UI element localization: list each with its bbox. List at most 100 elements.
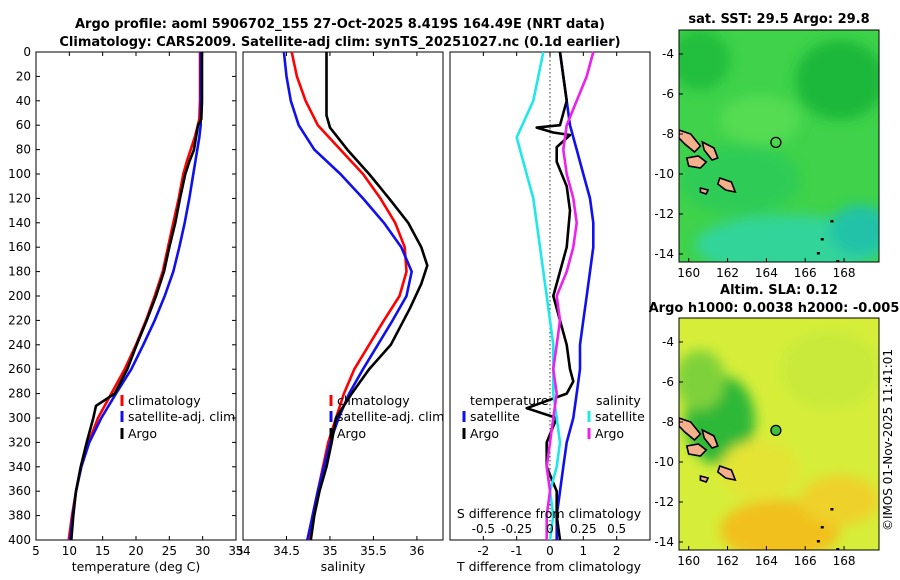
island — [679, 129, 702, 154]
x-tick-label: 35 — [228, 544, 243, 558]
island — [716, 176, 737, 194]
latitude-tick-label: -14 — [654, 535, 674, 549]
credit-timestamp: ©IMOS 01-Nov-2025 11:41:01 — [881, 349, 895, 531]
legend-label-t-satellite: satellite — [470, 409, 520, 424]
longitude-tick-label: 160 — [677, 266, 700, 280]
difference-lines — [515, 51, 595, 541]
depth-tick-label: 240 — [8, 338, 31, 352]
series-line-t-argo — [525, 51, 575, 541]
x-tick-label: 15 — [95, 544, 110, 558]
longitude-tick-label: 168 — [833, 266, 856, 280]
depth-tick-label: 20 — [16, 69, 31, 83]
series-line-s-argo — [545, 51, 595, 540]
island — [685, 443, 708, 457]
series-line-satellite-adj-clim — [282, 51, 414, 541]
t-difference-label: T difference from climatology — [456, 559, 642, 574]
x-tick-label: -2 — [477, 544, 489, 558]
island — [716, 464, 737, 482]
latitude-tick-label: -8 — [662, 415, 674, 429]
latitude-tick-label: -8 — [662, 127, 674, 141]
sst-map-panel: sat. SST: 29.5 Argo: 29.8 160 162 164 166 16… — [654, 12, 880, 280]
small-island — [820, 238, 824, 241]
depth-tick-label: 60 — [16, 118, 31, 132]
latitude-tick-label: -10 — [654, 167, 674, 181]
latitude-tick-label: -14 — [654, 247, 674, 261]
x-tick-label: 35.5 — [360, 544, 387, 558]
salinity-x-ticks: 34 34.5 35 35.5 36 — [235, 52, 425, 558]
x-tick-label: 35 — [322, 544, 337, 558]
depth-tick-label: 140 — [8, 216, 31, 230]
latitude-tick-label: -12 — [654, 495, 674, 509]
sla-map-ticks: 160 162 164 166 168 -4 -6 -8 -10 -12 -14 — [654, 335, 855, 568]
temperature-x-ticks: 5 10 15 20 25 30 35 — [32, 52, 244, 558]
salinity-lines — [282, 51, 429, 541]
sst-map-title: sat. SST: 29.5 Argo: 29.8 — [688, 12, 869, 27]
legend-label-argo: Argo — [128, 426, 157, 441]
s-difference-tick-label: 0.5 — [607, 522, 626, 536]
sla-map-frame — [678, 317, 880, 551]
s-difference-tick-label: 0 — [546, 522, 554, 536]
x-tick-label: 34 — [235, 544, 250, 558]
argo-position-marker — [770, 424, 782, 437]
legend-label-satellite: satellite-adj. clim — [128, 409, 235, 424]
x-tick-label: 10 — [62, 544, 77, 558]
small-island — [830, 220, 834, 223]
island — [685, 155, 708, 169]
depth-tick-label: 0 — [23, 45, 31, 59]
depth-tick-label: 100 — [8, 167, 31, 181]
legend-label-climatology: climatology — [337, 393, 410, 408]
x-tick-label: 36 — [409, 544, 424, 558]
island — [701, 140, 719, 161]
depth-tick-label: 220 — [8, 313, 31, 327]
sst-field-shading — [679, 30, 879, 262]
legend-title-temperature: temperature — [470, 393, 549, 408]
x-tick-label: -1 — [511, 544, 523, 558]
depth-tick-label: 120 — [8, 191, 31, 205]
salinity-legend: climatology satellite-adj. clim Argo — [329, 393, 444, 441]
small-island — [836, 548, 840, 550]
latitude-tick-label: -12 — [654, 207, 674, 221]
temperature-lines — [67, 52, 204, 541]
x-tick-label: 5 — [32, 544, 40, 558]
x-tick-label: 25 — [162, 544, 177, 558]
depth-tick-label: 300 — [8, 411, 31, 425]
longitude-tick-label: 166 — [794, 554, 817, 568]
longitude-tick-label: 168 — [833, 554, 856, 568]
temperature-x-label: temperature (deg C) — [72, 559, 201, 574]
small-island — [816, 252, 820, 255]
depth-tick-label: 160 — [8, 240, 31, 254]
longitude-tick-label: 162 — [716, 266, 739, 280]
longitude-tick-label: 164 — [755, 266, 778, 280]
depth-tick-label: 280 — [8, 387, 31, 401]
small-island — [830, 508, 834, 511]
s-difference-tick-label: -0.25 — [501, 522, 532, 536]
series-line-t-satellite — [555, 51, 595, 540]
depth-tick-label: 380 — [8, 509, 31, 523]
latitude-tick-label: -6 — [662, 375, 674, 389]
temperature-legend: climatology satellite-adj. clim Argo — [120, 393, 235, 441]
s-difference-tick-label: -0.5 — [472, 522, 495, 536]
depth-tick-label: 340 — [8, 460, 31, 474]
title-line-2: Climatology: CARS2009. Satellite-adj cli… — [59, 35, 620, 50]
latitude-tick-label: -10 — [654, 455, 674, 469]
longitude-tick-label: 164 — [755, 554, 778, 568]
series-line-s-satellite — [515, 51, 562, 541]
island — [679, 417, 702, 442]
depth-tick-label: 360 — [8, 484, 31, 498]
legend-label-s-argo: Argo — [595, 426, 624, 441]
coastline-islands — [679, 417, 840, 550]
depth-tick-label: 180 — [8, 265, 31, 279]
series-line-satellite-adj-clim — [68, 52, 202, 541]
depth-tick-label: 200 — [8, 289, 31, 303]
sst-map-ticks: 160 162 164 166 168 -4 -6 -8 -10 -12 -14 — [654, 47, 855, 280]
legend-label-s-satellite: satellite — [595, 409, 645, 424]
depth-tick-label: 80 — [16, 143, 31, 157]
longitude-tick-label: 166 — [794, 266, 817, 280]
island — [701, 428, 719, 449]
legend-label-t-argo: Argo — [470, 426, 499, 441]
latitude-tick-label: -4 — [662, 335, 674, 349]
legend-title-salinity: salinity — [596, 393, 641, 408]
salinity-x-label: salinity — [321, 559, 366, 574]
x-tick-label: 1 — [580, 544, 588, 558]
